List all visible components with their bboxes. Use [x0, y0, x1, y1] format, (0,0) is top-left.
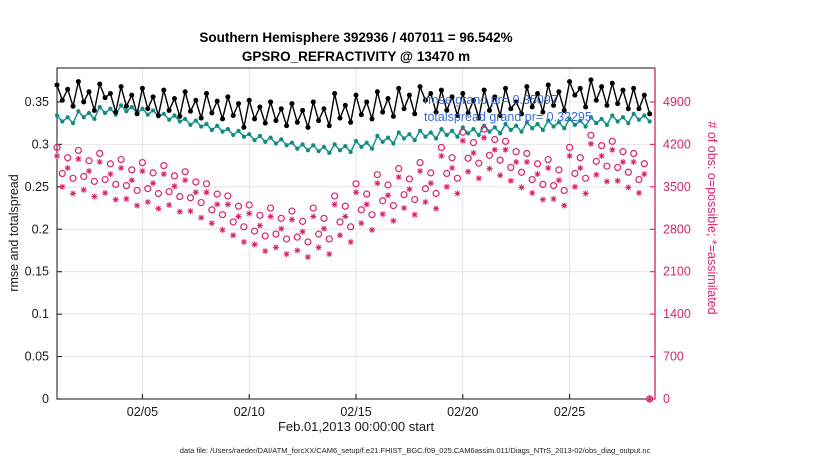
svg-text:0.25: 0.25 [25, 180, 49, 194]
svg-text:0.05: 0.05 [25, 350, 49, 364]
svg-text:3500: 3500 [663, 180, 691, 194]
svg-text:02/15: 02/15 [340, 405, 371, 419]
left-y-axis-label: rmse and totalspread [7, 174, 21, 292]
plot-title-line1: Southern Hemisphere 392936 / 407011 = 96… [199, 30, 513, 45]
svg-text:02/05: 02/05 [127, 405, 158, 419]
svg-text:0.2: 0.2 [32, 222, 49, 236]
svg-text:0: 0 [42, 392, 49, 406]
svg-text:0.1: 0.1 [32, 307, 49, 321]
right-y-axis-label: # of obs: o=possible; *=assimilated [705, 121, 719, 315]
svg-text:4900: 4900 [663, 95, 691, 109]
svg-text:2800: 2800 [663, 222, 691, 236]
svg-text:02/10: 02/10 [234, 405, 265, 419]
svg-text:02/25: 02/25 [554, 405, 585, 419]
svg-text:0.3: 0.3 [32, 137, 49, 151]
rmse-grand-mean-annotation: rmse grand pr= 0.35097 [424, 93, 558, 107]
totalspread-grand-mean-annotation: totalspread grand pr= 0.32295 [424, 110, 592, 124]
svg-text:4200: 4200 [663, 137, 691, 151]
svg-text:0.35: 0.35 [25, 95, 49, 109]
data-file-path-note: data file: /Users/raeder/DAI/ATM_forcXX/… [179, 446, 651, 455]
svg-text:0: 0 [663, 392, 670, 406]
plot-title-line2: GPSRO_REFRACTIVITY @ 13470 m [241, 49, 471, 64]
svg-text:2100: 2100 [663, 265, 691, 279]
svg-text:0.15: 0.15 [25, 265, 49, 279]
svg-text:1400: 1400 [663, 307, 691, 321]
x-axis-label: Feb.01,2013 00:00:00 start [277, 419, 435, 434]
svg-text:02/20: 02/20 [447, 405, 478, 419]
svg-text:700: 700 [663, 350, 684, 364]
